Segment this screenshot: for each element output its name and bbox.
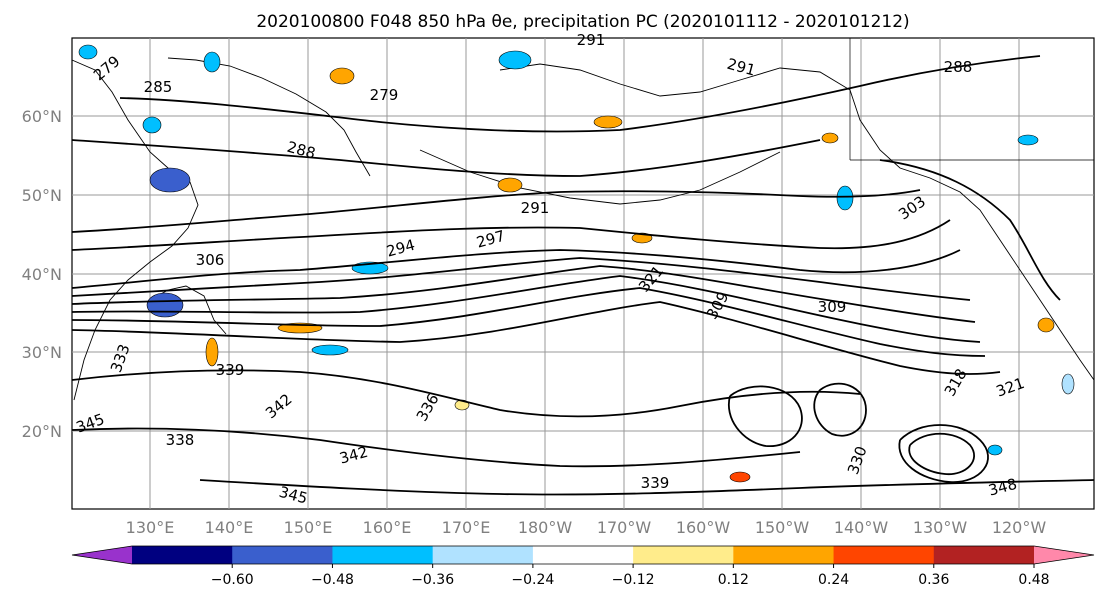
- contour-line: [71, 249, 961, 289]
- contour-line: [71, 257, 971, 301]
- contour-line: [71, 287, 986, 357]
- colorbar-tick-label: −0.48: [311, 572, 354, 588]
- colorbar-tick-label: −0.12: [612, 572, 655, 588]
- colorbar-tick-label: 0.48: [1018, 572, 1049, 588]
- contour-label: 291: [521, 199, 550, 217]
- contour-line: [71, 139, 821, 177]
- colorbar-tick-label: −0.24: [511, 572, 554, 588]
- precip-blob-negative: [78, 44, 98, 60]
- lat-tick-label: 60°N: [22, 107, 62, 126]
- colorbar-swatch: [132, 546, 233, 564]
- border-line: [849, 38, 1094, 161]
- contour-line: [879, 159, 1061, 301]
- contour-label: 338: [166, 431, 195, 449]
- lon-tick-label: 130°W: [913, 518, 968, 537]
- precip-blob-positive: [631, 232, 653, 244]
- lat-tick-label: 20°N: [22, 422, 62, 441]
- contour-line: [813, 382, 867, 437]
- colorbar-outline: [71, 545, 1095, 565]
- lon-tick-label: 120°W: [992, 518, 1047, 537]
- lat-tick-label: 30°N: [22, 343, 62, 362]
- contour-line: [71, 265, 976, 323]
- lon-tick-label: 140°W: [834, 518, 889, 537]
- colorbar-swatch: [532, 546, 634, 564]
- contour-line: [71, 189, 921, 233]
- precip-blob-negative: [836, 185, 854, 211]
- colorbar-swatch: [733, 546, 835, 564]
- contour-label: 291: [577, 31, 606, 49]
- colorbar-tick-label: 0.12: [718, 572, 749, 588]
- contour-line: [199, 479, 1095, 496]
- lon-tick-label: 160°E: [363, 518, 412, 537]
- precip-shading: [78, 44, 1075, 483]
- precip-blob-negative: [987, 444, 1003, 456]
- figure-title: 2020100800 F048 850 hPa θe, precipitatio…: [256, 12, 909, 32]
- contour-line: [71, 427, 801, 468]
- precip-blob-negative: [149, 167, 191, 193]
- colorbar-swatch: [232, 546, 333, 564]
- contour-label: 339: [216, 361, 245, 379]
- contour-line: [119, 55, 1041, 133]
- aleutian-chain: [419, 149, 781, 205]
- theta-e-contours: [71, 55, 1095, 496]
- contour-label: 288: [944, 58, 973, 76]
- contour-label: 309: [818, 298, 847, 316]
- lat-tick-label: 50°N: [22, 186, 62, 205]
- lon-tick-label: 150°W: [755, 518, 810, 537]
- precip-blob-negative: [311, 344, 349, 356]
- precip-blob-positive: [593, 115, 623, 129]
- lat-tick-label: 40°N: [22, 265, 62, 284]
- colorbar-swatch: [332, 546, 434, 564]
- contour-line: [908, 432, 975, 475]
- precip-blob-positive: [821, 132, 839, 144]
- precip-blob-negative: [498, 50, 532, 70]
- colorbar-tick-label: 0.36: [918, 572, 949, 588]
- contour-label: 279: [370, 86, 399, 104]
- colorbar-extend-max: [1034, 546, 1094, 564]
- contour-line: [71, 275, 981, 343]
- precip-blob-positive: [329, 67, 355, 85]
- colorbar-swatch: [833, 546, 935, 564]
- precip-blob-positive: [729, 471, 751, 483]
- colorbar: −0.60 −0.48 −0.36 −0.24 −0.12 0.12 0.24 0.36 0.4…: [71, 545, 1095, 588]
- contour-label: 339: [641, 474, 670, 492]
- precip-blob-positive: [1037, 317, 1055, 333]
- lon-tick-label: 150°E: [284, 518, 333, 537]
- precip-blob-negative: [146, 292, 184, 318]
- precip-blob-negative: [1061, 373, 1075, 395]
- lon-tick-label: 160°W: [676, 518, 731, 537]
- precip-blob-negative: [142, 116, 162, 134]
- lon-tick-label: 170°W: [597, 518, 652, 537]
- lon-tick-label: 130°E: [126, 518, 175, 537]
- lon-tick-label: 180°W: [518, 518, 573, 537]
- colorbar-tick-label: −0.60: [211, 572, 254, 588]
- lon-axis: 130°E 140°E 150°E 160°E 170°E 180°W 170°…: [126, 518, 1047, 537]
- lon-tick-label: 170°E: [442, 518, 491, 537]
- colorbar-tick-label: 0.24: [818, 572, 849, 588]
- contour-label: 285: [144, 78, 173, 96]
- precip-blob-negative: [203, 51, 221, 73]
- colorbar-swatch: [633, 546, 734, 564]
- lon-tick-label: 140°E: [205, 518, 254, 537]
- contour-line: [71, 219, 951, 251]
- precip-blob-positive: [497, 177, 523, 193]
- colorbar-tick-label: −0.36: [411, 572, 454, 588]
- colorbar-extend-min: [72, 546, 132, 564]
- contour-label: 306: [196, 251, 225, 269]
- alaska-coastline: [499, 63, 1095, 381]
- lat-axis: 20°N 30°N 40°N 50°N 60°N: [22, 107, 62, 441]
- colorbar-swatch: [933, 546, 1035, 564]
- asia-coastline: [71, 59, 199, 401]
- precip-blob-negative: [1017, 134, 1039, 146]
- precip-blob-positive: [205, 337, 219, 367]
- colorbar-swatch: [432, 546, 534, 564]
- contour-line: [727, 385, 803, 447]
- map-panel: 279 285 279 288 291 291 288 294 297 291 …: [71, 31, 1095, 510]
- contour-line: [71, 301, 1001, 375]
- contour-line: [898, 424, 989, 483]
